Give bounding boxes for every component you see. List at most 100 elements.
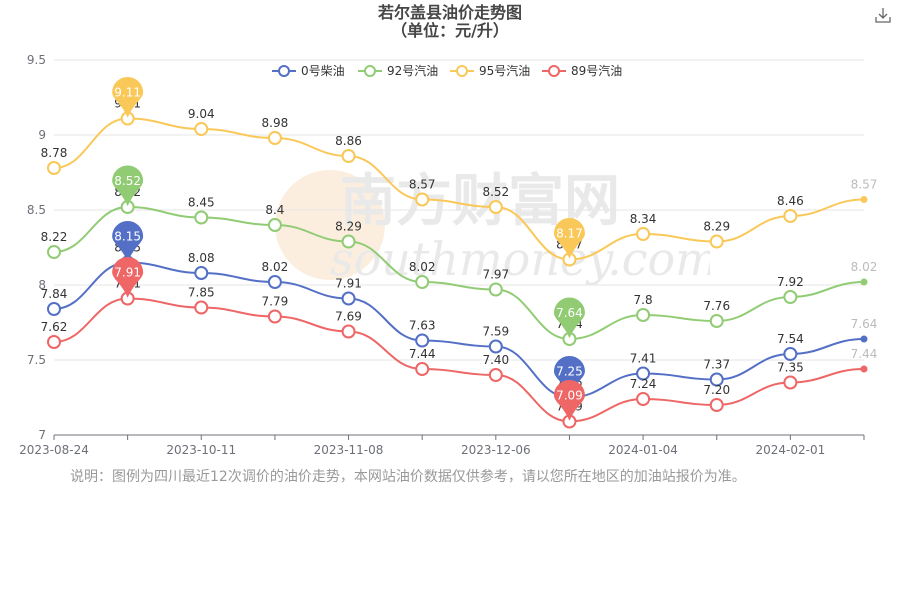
data-point	[860, 365, 868, 373]
data-point	[194, 300, 209, 315]
min-marker-value: 7.64	[556, 306, 583, 320]
legend-marker	[364, 65, 376, 77]
data-point	[709, 372, 724, 387]
x-tick-label: 2024-02-01	[755, 443, 825, 457]
series-line	[53, 117, 865, 261]
data-label: 7.20	[703, 383, 730, 397]
data-label: 7.44	[851, 347, 878, 361]
data-label: 7.64	[851, 317, 878, 331]
x-tick-label: 2023-12-06	[461, 443, 531, 457]
data-label: 7.37	[703, 358, 730, 372]
data-point	[415, 192, 430, 207]
legend-item[interactable]: 0号柴油	[272, 64, 345, 78]
data-label: 7.84	[41, 287, 68, 301]
legend-label: 92号汽油	[387, 63, 438, 78]
data-point	[488, 282, 503, 297]
line-chart: 7 7.5 8 8.5 9 9.5 2023-08-24 2023-10-11 2023-11-…	[19, 53, 878, 457]
series-line	[53, 205, 865, 341]
min-marker-value: 8.17	[556, 227, 583, 241]
footnote: 说明：图例为四川最近12次调价的油价走势，本网站油价数据仅供参考，请以您所在地区…	[70, 469, 746, 485]
legend-item[interactable]: 89号汽油	[542, 63, 622, 78]
data-point	[488, 200, 503, 214]
legend-item[interactable]: 95号汽油	[450, 63, 530, 78]
chart-title-line2: （单位：元/升）	[391, 21, 509, 40]
data-point	[860, 278, 868, 286]
min-marker: 8.17	[553, 218, 585, 259]
data-label: 8.02	[409, 260, 436, 274]
data-label: 7.92	[777, 275, 804, 289]
data-label: 7.69	[335, 310, 362, 324]
max-marker: 9.11	[112, 77, 144, 118]
max-marker-value: 7.91	[114, 266, 141, 280]
chart-title-line1: 若尔盖县油价走势图	[377, 3, 522, 22]
data-point	[636, 308, 651, 322]
data-label: 7.54	[777, 332, 804, 346]
max-marker-shape	[112, 221, 144, 262]
max-marker-shape	[112, 257, 144, 298]
data-label: 7.24	[630, 377, 657, 391]
data-point	[341, 291, 356, 306]
data-label: 8.29	[703, 220, 730, 234]
data-point	[709, 314, 724, 328]
data-label: 8.4	[265, 203, 284, 217]
max-marker: 8.15	[112, 221, 144, 262]
data-label: 7.85	[188, 286, 215, 300]
data-point	[488, 339, 503, 354]
data-point	[267, 131, 282, 145]
max-marker-value: 8.15	[114, 230, 141, 244]
data-label: 8.57	[409, 178, 436, 192]
data-label: 8.29	[335, 220, 362, 234]
data-point	[194, 122, 209, 136]
data-label: 7.59	[482, 325, 509, 339]
data-point	[267, 218, 282, 232]
legend-label: 95号汽油	[479, 63, 530, 78]
legend-label: 89号汽油	[571, 63, 622, 78]
y-tick-label: 9.5	[27, 53, 46, 67]
series-line	[53, 297, 865, 423]
data-label: 8.02	[851, 260, 878, 274]
data-point	[341, 149, 356, 163]
data-point	[47, 335, 61, 349]
max-marker: 7.91	[112, 257, 144, 298]
data-label: 8.46	[777, 194, 804, 208]
download-icon[interactable]	[874, 6, 892, 24]
data-label: 8.57	[851, 178, 878, 192]
data-label: 7.62	[41, 320, 68, 334]
data-point	[636, 227, 651, 241]
data-label: 8.86	[335, 134, 362, 148]
data-point	[860, 335, 868, 343]
legend-item[interactable]: 92号汽油	[358, 63, 438, 78]
data-point	[488, 368, 503, 382]
min-marker: 7.09	[553, 380, 585, 421]
x-tick-label: 2023-08-24	[19, 443, 89, 457]
min-marker-shape	[553, 380, 585, 421]
y-tick-label: 7	[38, 428, 46, 442]
data-label: 7.97	[482, 268, 509, 282]
min-marker-shape	[553, 218, 585, 259]
data-label: 7.79	[262, 295, 289, 309]
data-label: 7.41	[630, 352, 657, 366]
data-point	[341, 234, 356, 249]
series-line	[53, 261, 865, 399]
data-label: 8.45	[188, 196, 215, 210]
x-tick-label: 2023-10-11	[166, 443, 236, 457]
data-point	[415, 362, 430, 376]
max-marker-value: 8.52	[114, 174, 141, 188]
data-label: 7.35	[777, 361, 804, 375]
data-label: 7.63	[409, 319, 436, 333]
data-label: 8.34	[630, 212, 657, 226]
data-point	[415, 275, 430, 289]
data-point	[783, 209, 798, 223]
y-tick-label: 8.5	[27, 203, 46, 217]
data-label: 8.98	[262, 116, 289, 130]
max-marker: 8.52	[112, 165, 144, 207]
data-label: 8.52	[482, 185, 509, 199]
data-point	[636, 392, 651, 406]
data-label: 9.04	[188, 107, 215, 121]
data-label: 7.76	[703, 299, 730, 313]
data-label: 7.44	[409, 347, 436, 361]
data-point	[783, 375, 798, 390]
min-marker-value: 7.09	[556, 389, 583, 403]
data-point	[860, 196, 868, 203]
data-point	[341, 324, 356, 339]
